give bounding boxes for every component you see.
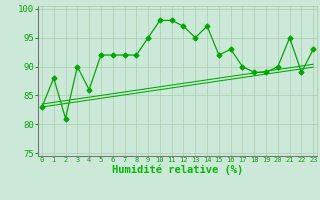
X-axis label: Humidité relative (%): Humidité relative (%) <box>112 164 243 175</box>
